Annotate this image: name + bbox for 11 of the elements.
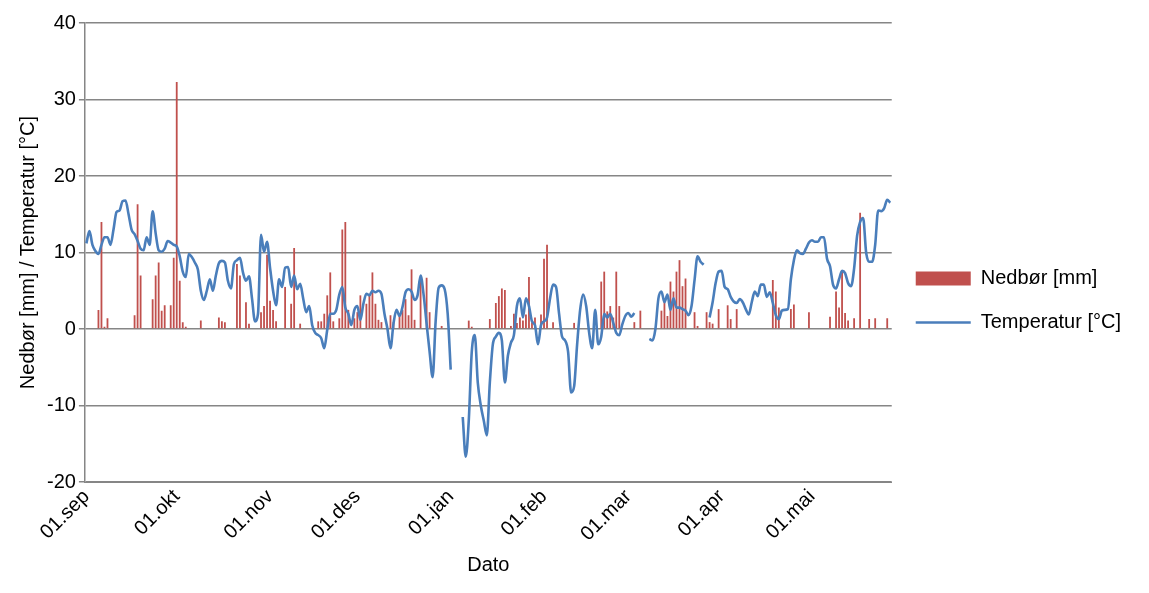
y-tick-label: 20 (53, 163, 76, 186)
y-tick-label: 10 (53, 240, 76, 263)
y-tick-label: -10 (47, 393, 76, 416)
y-tick-label: 0 (64, 316, 76, 339)
x-axis-title: Dato (467, 552, 510, 575)
y-tick-label: -20 (47, 469, 76, 492)
y-tick-label: 40 (53, 10, 76, 33)
legend-label: Nedbør [mm] (980, 266, 1098, 289)
legend-label: Temperatur [°C] (980, 310, 1121, 333)
y-axis-title: Nedbør [mm] / Temperatur [°C] (15, 115, 38, 390)
y-tick-label: 30 (53, 87, 76, 110)
